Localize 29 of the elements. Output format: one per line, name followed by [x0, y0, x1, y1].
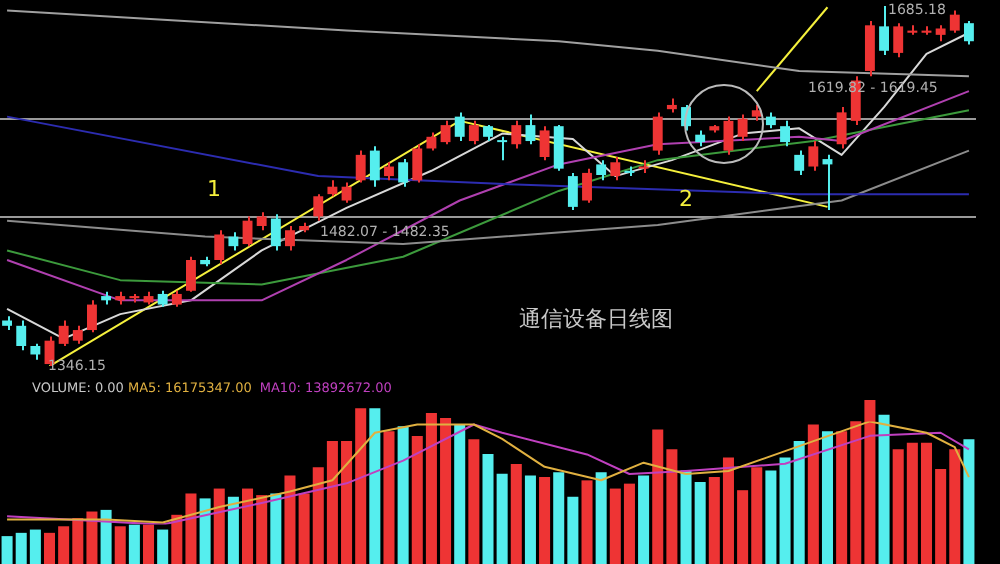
bar — [878, 414, 890, 564]
bar — [369, 408, 381, 564]
bar — [638, 475, 650, 564]
bar — [157, 529, 169, 564]
bar — [114, 526, 126, 564]
bar — [807, 424, 819, 564]
bar — [510, 463, 522, 564]
bar — [821, 431, 833, 564]
bar — [397, 426, 409, 564]
bar — [454, 424, 466, 564]
bar — [468, 439, 480, 564]
bar — [581, 480, 593, 564]
bar — [383, 431, 395, 564]
bar — [100, 509, 112, 564]
bar — [595, 472, 607, 564]
bar — [539, 477, 551, 564]
bar — [213, 488, 225, 564]
annotation: 通信设备日线图 — [519, 305, 673, 332]
annotation: 2 — [679, 185, 693, 212]
bar — [199, 498, 211, 564]
bar — [143, 524, 155, 564]
annotation: 1 — [207, 175, 221, 202]
bar — [128, 524, 140, 564]
bar — [270, 493, 282, 564]
bar — [765, 470, 777, 564]
bar — [284, 475, 296, 564]
bar — [963, 439, 975, 564]
bar — [524, 475, 536, 564]
bar — [227, 496, 239, 564]
